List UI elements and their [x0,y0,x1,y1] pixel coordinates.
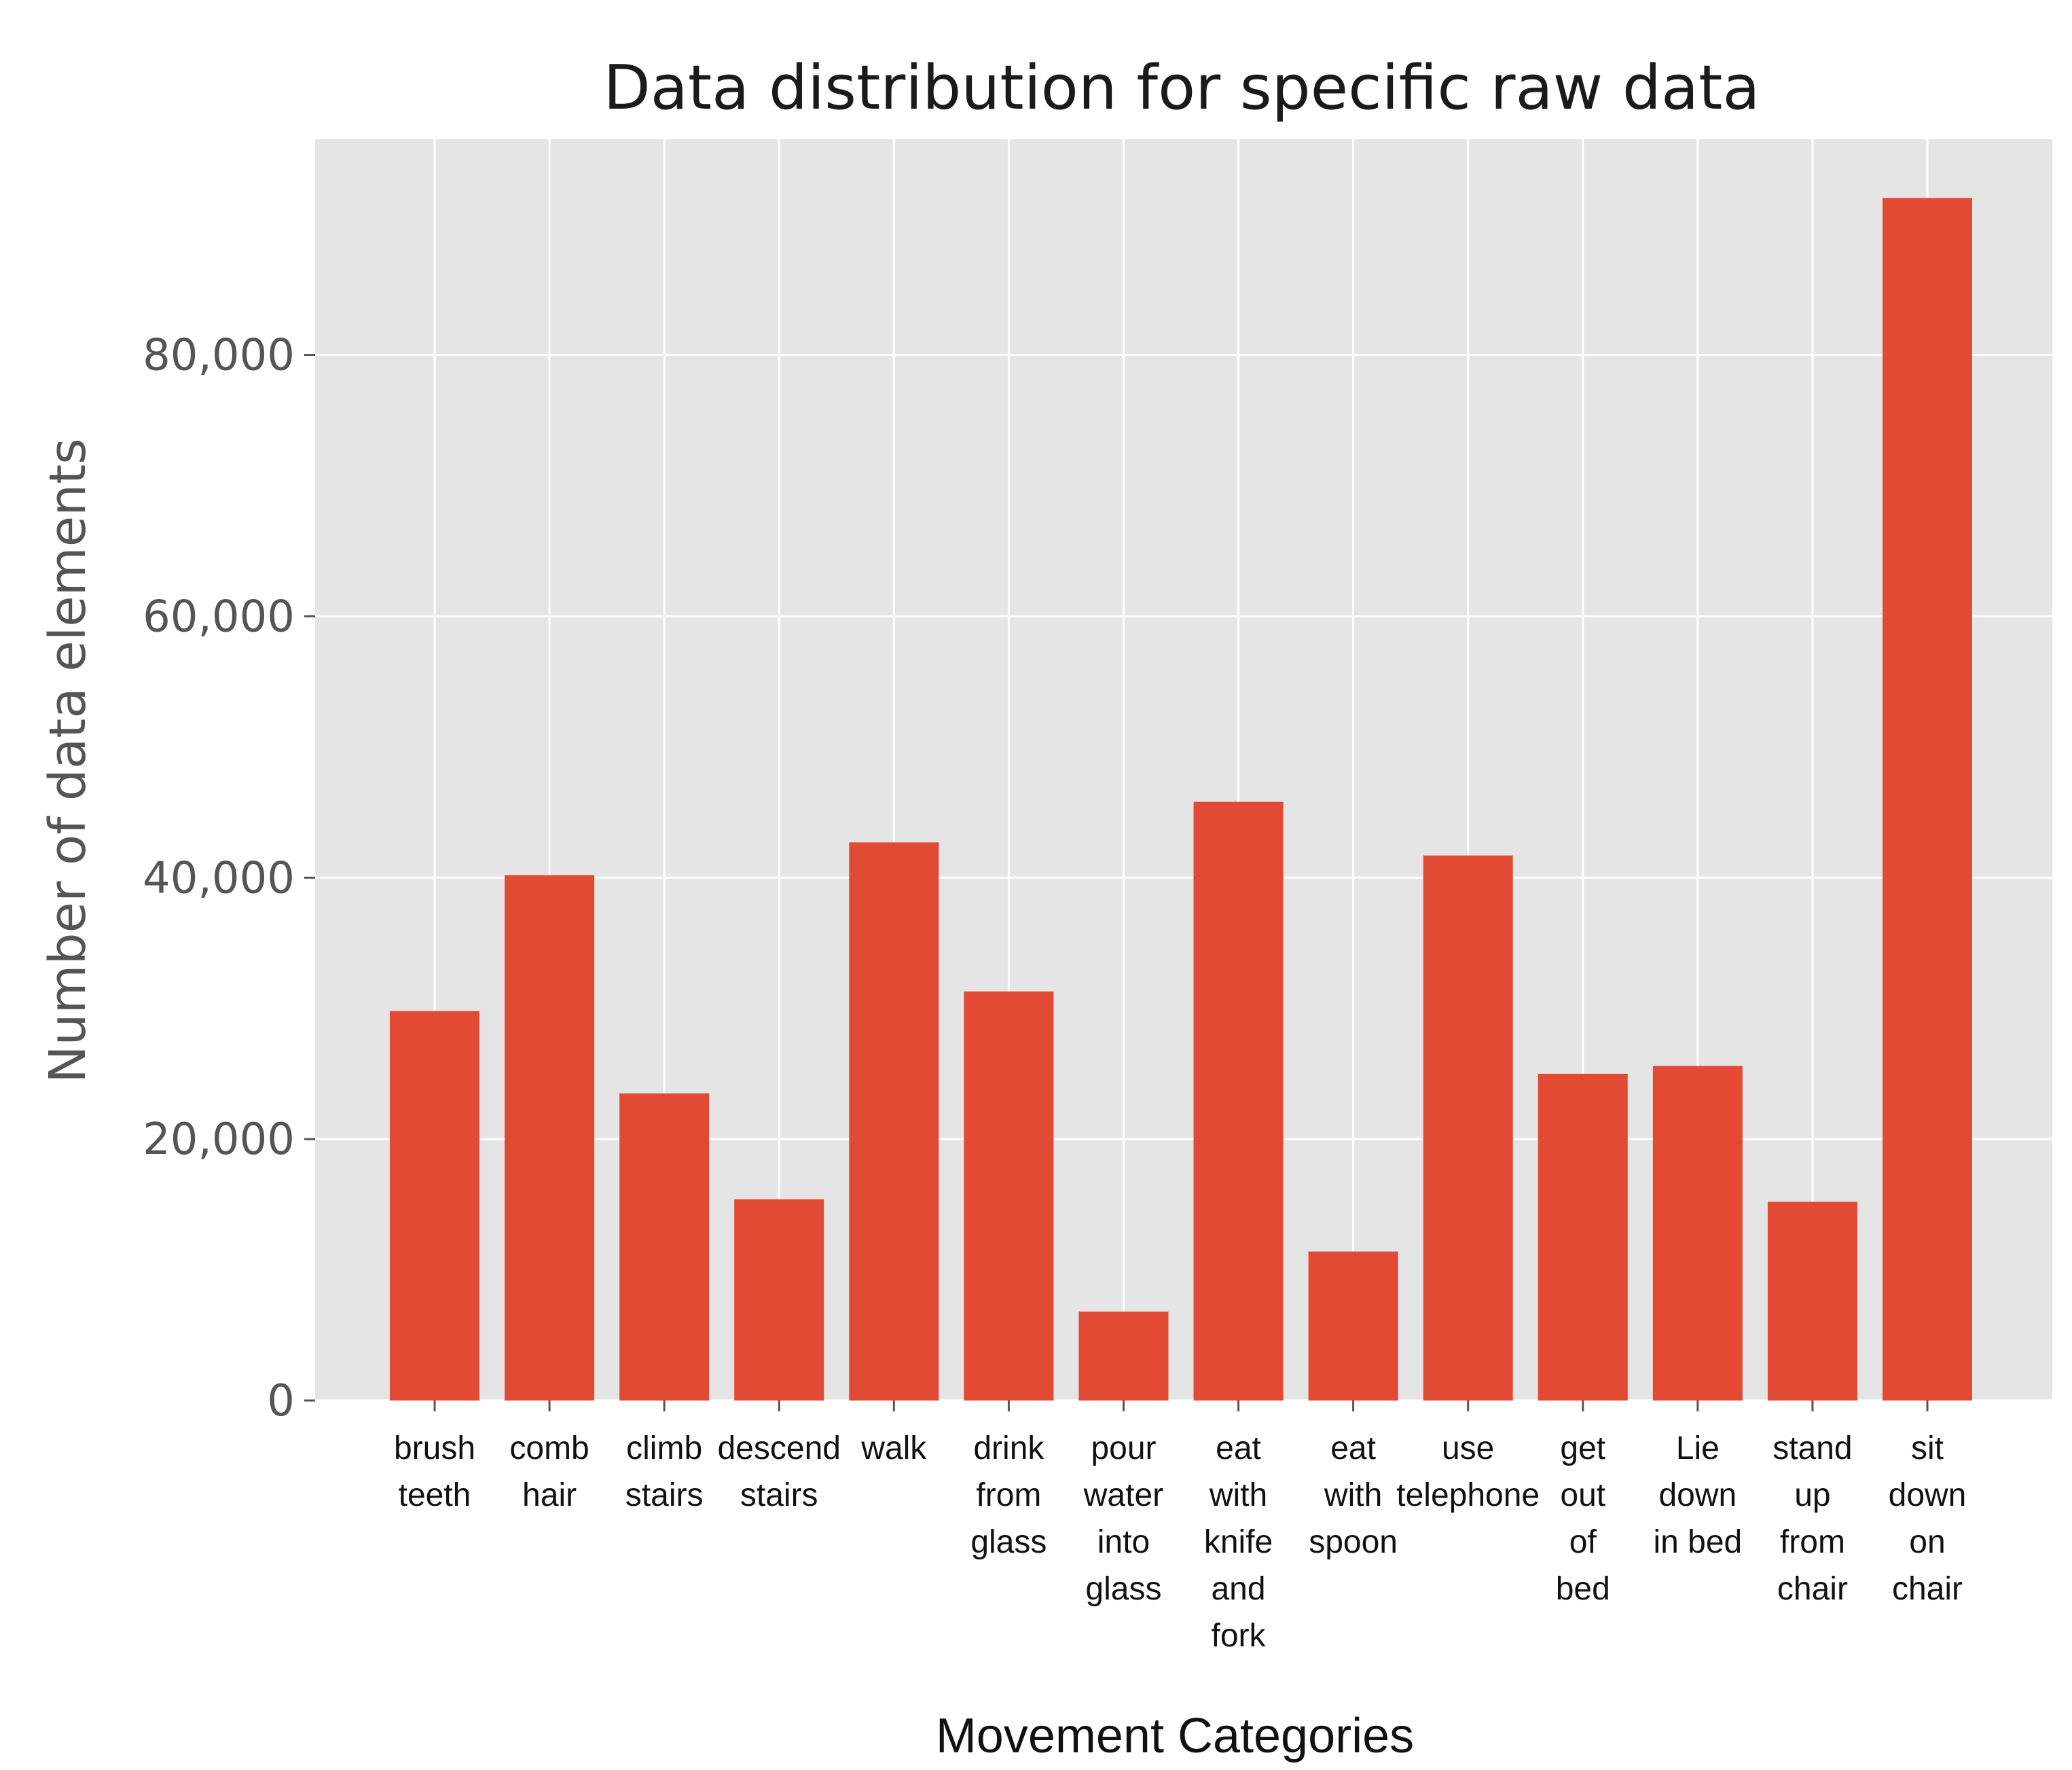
x-tick-label-line: chair [1777,1571,1848,1607]
x-tick-label-line: in bed [1653,1524,1742,1560]
x-tick-label-line: pour [1091,1430,1156,1466]
x-tick-label-line: eat [1216,1430,1261,1466]
y-tick-label: 60,000 [143,592,295,642]
x-tick-label: Lie down in bed [1653,1430,1742,1560]
x-tick-label: comb hair [509,1430,589,1513]
x-tick-label: brush teeth [394,1430,475,1513]
x-tick-label: descend stairs [717,1430,840,1513]
y-tick-label: 40,000 [143,853,295,903]
bar [849,842,939,1401]
bars [390,198,1972,1401]
x-tick-label-line: out [1560,1477,1605,1513]
x-tick-label-line: with [1209,1477,1267,1513]
y-axis-ticks: 0 20,000 40,000 60,000 80,000 [143,331,315,1426]
chart-title: Data distribution for specific raw data [603,52,1760,124]
x-tick-label-line: eat [1330,1430,1376,1466]
x-tick-label: pour water into glass [1083,1430,1163,1607]
x-tick-label-line: down [1889,1477,1967,1513]
x-tick-label-line: hair [522,1477,577,1513]
x-tick-label: get out of bed [1556,1430,1610,1607]
x-tick-label-line: chair [1892,1571,1963,1607]
x-tick-label-line: teeth [399,1477,471,1513]
x-tick-label-line: into [1097,1524,1150,1560]
x-axis-label: Movement Categories [936,1709,1414,1763]
bar [1767,1202,1857,1401]
x-tick-label-line: glass [970,1524,1047,1560]
x-tick-label: stand up from chair [1773,1430,1852,1607]
x-tick-label-line: brush [394,1430,475,1466]
x-axis-ticks: brush teeth comb hair climb stairs descend stai… [394,1401,1966,1654]
x-tick-label-line: telephone [1396,1477,1540,1513]
x-tick-label-line: up [1794,1477,1830,1513]
x-tick-label-line: stairs [625,1477,704,1513]
bar [1193,801,1284,1401]
x-tick-label-line: and [1211,1571,1265,1607]
x-tick-label-line: with [1324,1477,1382,1513]
x-tick-label: climb stairs [625,1430,704,1513]
x-tick-label: sit down on chair [1889,1430,1967,1607]
bar [505,875,595,1401]
x-tick-label-line: sit [1911,1430,1944,1466]
x-tick-label: eat with spoon [1309,1430,1398,1560]
x-tick-label-line: spoon [1309,1524,1398,1560]
bar [1538,1073,1628,1401]
plot-area [315,139,2052,1401]
x-tick-label-line: knife [1204,1524,1273,1560]
x-tick-label-line: stand [1773,1430,1852,1466]
x-tick-label: walk [860,1430,927,1466]
x-tick-label-line: glass [1085,1571,1161,1607]
x-tick-label-line: from [1780,1524,1845,1560]
x-tick-label-line: of [1569,1524,1597,1560]
x-tick-label-line: Lie [1676,1430,1720,1466]
x-tick-label-line: fork [1212,1618,1267,1654]
x-tick-label-line: get [1560,1430,1605,1466]
x-tick-label: eat with knife and fork [1204,1430,1273,1654]
x-tick-label: use telephone [1396,1430,1540,1513]
bar [1308,1251,1398,1401]
x-tick-label-line: comb [509,1430,589,1466]
x-tick-label-line: down [1658,1477,1737,1513]
bar [964,991,1054,1401]
x-tick-label-line: on [1909,1524,1945,1560]
bar [390,1011,479,1401]
bar [1078,1312,1169,1401]
x-tick-label-line: stairs [740,1477,818,1513]
x-tick-label-line: climb [626,1430,702,1466]
y-tick-label: 0 [267,1376,295,1426]
y-axis-label: Number of data elements [39,438,97,1083]
bar [734,1199,824,1401]
y-tick-label: 80,000 [143,331,295,381]
x-tick-label: drink from glass [970,1430,1047,1560]
y-tick-label: 20,000 [143,1115,295,1165]
x-tick-label-line: bed [1556,1571,1610,1607]
bar [1883,198,1972,1401]
bar [1652,1066,1743,1401]
bar [619,1093,710,1401]
bar [1423,855,1513,1401]
x-tick-label-line: from [976,1477,1041,1513]
x-tick-label-line: water [1083,1477,1163,1513]
x-tick-label-line: use [1442,1430,1494,1466]
x-tick-label-line: descend [717,1430,840,1466]
x-tick-label-line: drink [973,1430,1044,1466]
x-tick-label-line: walk [860,1430,927,1466]
